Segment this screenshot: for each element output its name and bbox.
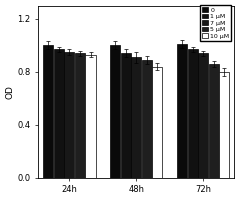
Bar	[43, 45, 53, 178]
Bar	[75, 53, 85, 178]
Bar	[85, 55, 96, 178]
Bar	[177, 44, 187, 178]
Bar	[198, 53, 208, 178]
Bar	[54, 49, 64, 178]
Legend: 0, 1 µM, 7 µM, 5 µM, 10 µM: 0, 1 µM, 7 µM, 5 µM, 10 µM	[200, 5, 231, 41]
Bar	[142, 60, 152, 178]
Bar	[121, 53, 131, 178]
Bar	[188, 49, 198, 178]
Bar	[64, 52, 74, 178]
Bar	[209, 64, 219, 178]
Bar	[110, 45, 120, 178]
Bar	[219, 72, 229, 178]
Y-axis label: OD: OD	[6, 85, 15, 99]
Bar	[152, 67, 162, 178]
Bar	[131, 57, 141, 178]
